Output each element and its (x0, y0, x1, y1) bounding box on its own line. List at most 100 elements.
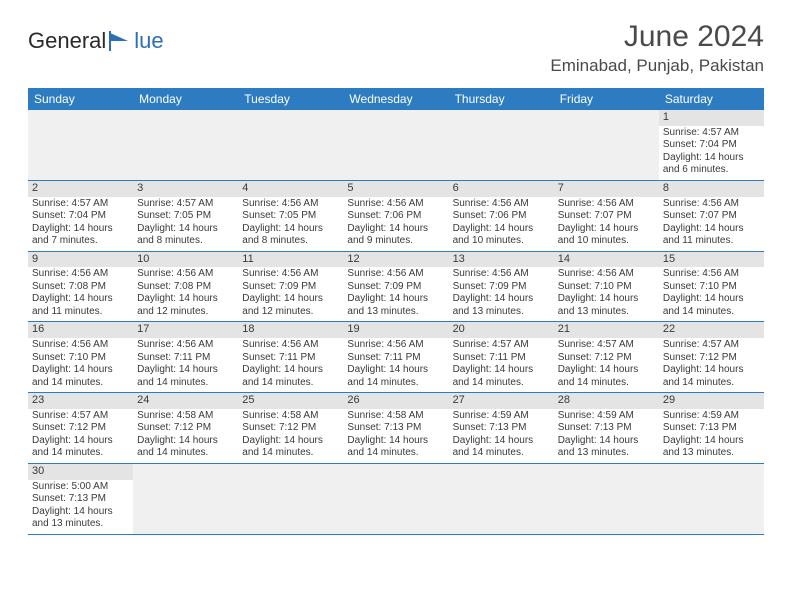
empty-cell (238, 463, 343, 534)
sunset-line: Sunset: 7:05 PM (137, 210, 234, 223)
sunrise-line: Sunrise: 4:56 AM (242, 268, 339, 281)
day-cell-27: 27Sunrise: 4:59 AMSunset: 7:13 PMDayligh… (449, 393, 554, 464)
daylight-line: Daylight: 14 hours and 14 minutes. (453, 364, 550, 389)
sunset-line: Sunset: 7:11 PM (242, 352, 339, 365)
weekday-saturday: Saturday (659, 88, 764, 110)
day-number: 3 (133, 181, 238, 197)
day-number: 2 (28, 181, 133, 197)
sunrise-line: Sunrise: 4:57 AM (32, 198, 129, 211)
weekday-sunday: Sunday (28, 88, 133, 110)
sunrise-line: Sunrise: 4:56 AM (242, 198, 339, 211)
day-number: 21 (554, 322, 659, 338)
daylight-line: Daylight: 14 hours and 8 minutes. (137, 223, 234, 248)
sunrise-line: Sunrise: 4:59 AM (558, 410, 655, 423)
day-body: Sunrise: 4:59 AMSunset: 7:13 PMDaylight:… (554, 409, 659, 463)
location: Eminabad, Punjab, Pakistan (550, 56, 764, 76)
day-number: 10 (133, 252, 238, 268)
day-number: 12 (343, 252, 448, 268)
day-body: Sunrise: 4:58 AMSunset: 7:12 PMDaylight:… (133, 409, 238, 463)
day-number: 11 (238, 252, 343, 268)
day-cell-14: 14Sunrise: 4:56 AMSunset: 7:10 PMDayligh… (554, 251, 659, 322)
daylight-line: Daylight: 14 hours and 14 minutes. (137, 435, 234, 460)
day-cell-19: 19Sunrise: 4:56 AMSunset: 7:11 PMDayligh… (343, 322, 448, 393)
day-cell-21: 21Sunrise: 4:57 AMSunset: 7:12 PMDayligh… (554, 322, 659, 393)
day-number: 22 (659, 322, 764, 338)
weekday-tuesday: Tuesday (238, 88, 343, 110)
day-cell-10: 10Sunrise: 4:56 AMSunset: 7:08 PMDayligh… (133, 251, 238, 322)
day-number: 17 (133, 322, 238, 338)
daylight-line: Daylight: 14 hours and 14 minutes. (453, 435, 550, 460)
sunrise-line: Sunrise: 4:56 AM (453, 268, 550, 281)
daylight-line: Daylight: 14 hours and 6 minutes. (663, 152, 760, 177)
day-cell-24: 24Sunrise: 4:58 AMSunset: 7:12 PMDayligh… (133, 393, 238, 464)
day-number: 14 (554, 252, 659, 268)
day-body: Sunrise: 4:57 AMSunset: 7:04 PMDaylight:… (28, 197, 133, 251)
calendar-row: 9Sunrise: 4:56 AMSunset: 7:08 PMDaylight… (28, 251, 764, 322)
day-number: 23 (28, 393, 133, 409)
daylight-line: Daylight: 14 hours and 14 minutes. (663, 364, 760, 389)
sunrise-line: Sunrise: 4:56 AM (137, 268, 234, 281)
sunrise-line: Sunrise: 4:56 AM (347, 339, 444, 352)
sunset-line: Sunset: 7:13 PM (347, 422, 444, 435)
sunset-line: Sunset: 7:11 PM (347, 352, 444, 365)
sunset-line: Sunset: 7:11 PM (453, 352, 550, 365)
calendar-body: 1Sunrise: 4:57 AMSunset: 7:04 PMDaylight… (28, 110, 764, 534)
calendar-row: 30Sunrise: 5:00 AMSunset: 7:13 PMDayligh… (28, 463, 764, 534)
day-body: Sunrise: 4:58 AMSunset: 7:13 PMDaylight:… (343, 409, 448, 463)
sunset-line: Sunset: 7:13 PM (663, 422, 760, 435)
sunrise-line: Sunrise: 4:57 AM (663, 127, 760, 140)
day-cell-1: 1Sunrise: 4:57 AMSunset: 7:04 PMDaylight… (659, 110, 764, 180)
sunrise-line: Sunrise: 4:57 AM (663, 339, 760, 352)
day-body: Sunrise: 4:57 AMSunset: 7:12 PMDaylight:… (28, 409, 133, 463)
empty-cell (343, 110, 448, 180)
day-body: Sunrise: 4:56 AMSunset: 7:11 PMDaylight:… (133, 338, 238, 392)
day-body: Sunrise: 4:56 AMSunset: 7:09 PMDaylight:… (238, 267, 343, 321)
sunset-line: Sunset: 7:08 PM (137, 281, 234, 294)
day-number: 1 (659, 110, 764, 126)
day-body: Sunrise: 4:56 AMSunset: 7:10 PMDaylight:… (554, 267, 659, 321)
day-body: Sunrise: 4:56 AMSunset: 7:09 PMDaylight:… (343, 267, 448, 321)
day-number: 24 (133, 393, 238, 409)
weekday-header-row: SundayMondayTuesdayWednesdayThursdayFrid… (28, 88, 764, 110)
daylight-line: Daylight: 14 hours and 13 minutes. (453, 293, 550, 318)
sunset-line: Sunset: 7:10 PM (558, 281, 655, 294)
day-cell-12: 12Sunrise: 4:56 AMSunset: 7:09 PMDayligh… (343, 251, 448, 322)
sunrise-line: Sunrise: 5:00 AM (32, 481, 129, 494)
empty-cell (133, 110, 238, 180)
daylight-line: Daylight: 14 hours and 7 minutes. (32, 223, 129, 248)
empty-cell (28, 110, 133, 180)
sunset-line: Sunset: 7:04 PM (663, 139, 760, 152)
sunrise-line: Sunrise: 4:57 AM (32, 410, 129, 423)
sunrise-line: Sunrise: 4:56 AM (558, 268, 655, 281)
sunset-line: Sunset: 7:06 PM (347, 210, 444, 223)
weekday-wednesday: Wednesday (343, 88, 448, 110)
empty-cell (554, 110, 659, 180)
day-body: Sunrise: 4:56 AMSunset: 7:11 PMDaylight:… (343, 338, 448, 392)
day-cell-9: 9Sunrise: 4:56 AMSunset: 7:08 PMDaylight… (28, 251, 133, 322)
sunset-line: Sunset: 7:12 PM (32, 422, 129, 435)
day-body: Sunrise: 4:56 AMSunset: 7:10 PMDaylight:… (659, 267, 764, 321)
logo-word1: General (28, 28, 106, 54)
day-number: 30 (28, 464, 133, 480)
daylight-line: Daylight: 14 hours and 14 minutes. (347, 435, 444, 460)
sunrise-line: Sunrise: 4:56 AM (663, 198, 760, 211)
sunrise-line: Sunrise: 4:57 AM (558, 339, 655, 352)
day-number: 27 (449, 393, 554, 409)
day-cell-15: 15Sunrise: 4:56 AMSunset: 7:10 PMDayligh… (659, 251, 764, 322)
day-body: Sunrise: 4:57 AMSunset: 7:11 PMDaylight:… (449, 338, 554, 392)
weekday-thursday: Thursday (449, 88, 554, 110)
sunset-line: Sunset: 7:12 PM (242, 422, 339, 435)
day-number: 19 (343, 322, 448, 338)
day-number: 18 (238, 322, 343, 338)
day-number: 15 (659, 252, 764, 268)
daylight-line: Daylight: 14 hours and 13 minutes. (558, 435, 655, 460)
daylight-line: Daylight: 14 hours and 13 minutes. (663, 435, 760, 460)
sunset-line: Sunset: 7:07 PM (558, 210, 655, 223)
daylight-line: Daylight: 14 hours and 9 minutes. (347, 223, 444, 248)
daylight-line: Daylight: 14 hours and 11 minutes. (32, 293, 129, 318)
day-number: 26 (343, 393, 448, 409)
day-cell-4: 4Sunrise: 4:56 AMSunset: 7:05 PMDaylight… (238, 180, 343, 251)
day-cell-30: 30Sunrise: 5:00 AMSunset: 7:13 PMDayligh… (28, 463, 133, 534)
sunrise-line: Sunrise: 4:57 AM (453, 339, 550, 352)
empty-cell (343, 463, 448, 534)
